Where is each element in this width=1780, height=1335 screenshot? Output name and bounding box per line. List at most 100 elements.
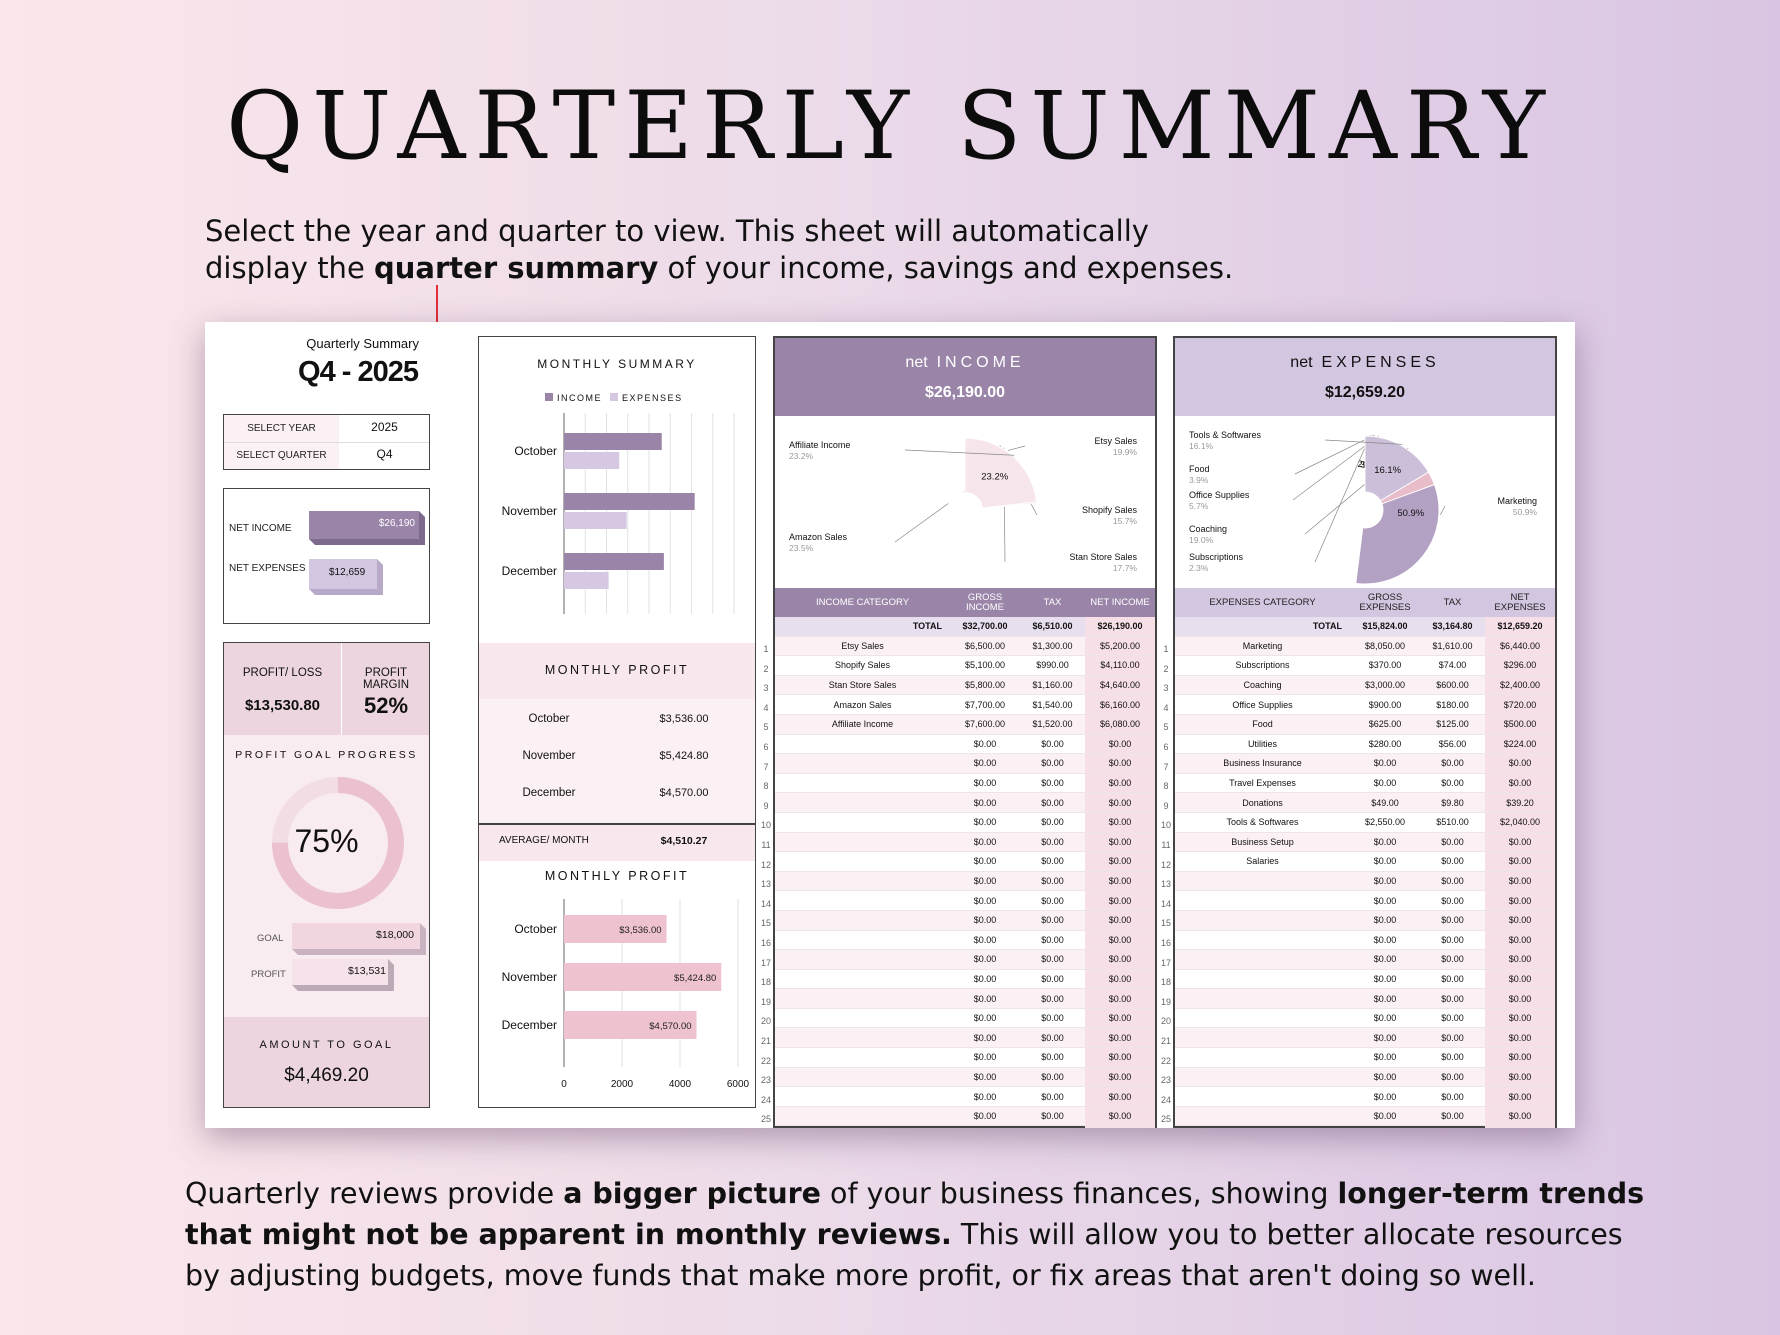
cell-tax[interactable]: $0.00 <box>1020 792 1085 813</box>
cell-net[interactable]: $2,040.00 <box>1485 812 1555 833</box>
cell-tax[interactable]: $0.00 <box>1020 773 1085 794</box>
cell-tax[interactable]: $0.00 <box>1020 949 1085 970</box>
cell-tax[interactable]: $0.00 <box>1020 1008 1085 1029</box>
cell-net[interactable]: $0.00 <box>1085 969 1155 990</box>
cell-net[interactable]: $0.00 <box>1485 871 1555 892</box>
cell-net[interactable]: $4,640.00 <box>1085 675 1155 696</box>
cell-net[interactable]: $0.00 <box>1485 1027 1555 1049</box>
cell-category[interactable] <box>775 1106 950 1127</box>
cell-gross[interactable]: $0.00 <box>950 969 1020 990</box>
cell-tax[interactable]: $0.00 <box>1420 1067 1485 1088</box>
cell-gross[interactable]: $3,000.00 <box>1350 675 1420 696</box>
cell-gross[interactable]: $0.00 <box>950 930 1020 951</box>
cell-tax[interactable]: $0.00 <box>1020 753 1085 774</box>
cell-category[interactable]: Amazon Sales <box>775 694 950 715</box>
cell-net[interactable]: $0.00 <box>1485 1067 1555 1088</box>
cell-category[interactable] <box>775 1008 950 1029</box>
cell-net[interactable]: $0.00 <box>1085 812 1155 833</box>
cell-gross[interactable]: $0.00 <box>950 832 1020 853</box>
cell-net[interactable]: $2,400.00 <box>1485 675 1555 696</box>
cell-tax[interactable]: $0.00 <box>1020 988 1085 1009</box>
cell-gross[interactable]: $0.00 <box>1350 753 1420 774</box>
cell-net[interactable]: $0.00 <box>1485 949 1555 970</box>
cell-category[interactable] <box>775 890 950 911</box>
cell-gross[interactable]: $2,550.00 <box>1350 812 1420 833</box>
cell-net[interactable]: $0.00 <box>1485 910 1555 931</box>
cell-gross[interactable]: $0.00 <box>1350 988 1420 1009</box>
cell-net[interactable]: $12,659.20 <box>1485 617 1555 637</box>
cell-tax[interactable]: $0.00 <box>1020 1106 1085 1127</box>
cell-gross[interactable]: $0.00 <box>950 1067 1020 1088</box>
cell-tax[interactable]: $0.00 <box>1420 1106 1485 1127</box>
cell-gross[interactable]: $0.00 <box>950 773 1020 794</box>
cell-tax[interactable]: $0.00 <box>1420 1027 1485 1049</box>
cell-net[interactable]: $0.00 <box>1085 1047 1155 1068</box>
cell-net[interactable]: $0.00 <box>1085 753 1155 774</box>
cell-tax[interactable]: $0.00 <box>1420 773 1485 794</box>
cell-gross[interactable]: $6,500.00 <box>950 636 1020 657</box>
cell-gross[interactable]: $0.00 <box>950 792 1020 813</box>
cell-net[interactable]: $0.00 <box>1485 753 1555 774</box>
cell-net[interactable]: $0.00 <box>1085 851 1155 872</box>
cell-net[interactable]: $6,160.00 <box>1085 694 1155 715</box>
cell-tax[interactable]: $0.00 <box>1020 930 1085 951</box>
cell-gross[interactable]: $0.00 <box>950 1027 1020 1049</box>
cell-gross[interactable]: $0.00 <box>1350 1067 1420 1088</box>
cell-gross[interactable]: $8,050.00 <box>1350 636 1420 657</box>
cell-net[interactable]: $0.00 <box>1085 1027 1155 1049</box>
cell-gross[interactable]: $0.00 <box>1350 773 1420 794</box>
cell-tax[interactable]: $0.00 <box>1020 812 1085 833</box>
cell-tax[interactable]: $0.00 <box>1420 1125 1485 1128</box>
select-year-dropdown[interactable]: 2025 <box>371 420 398 434</box>
cell-tax[interactable]: $0.00 <box>1020 871 1085 892</box>
cell-category[interactable] <box>775 930 950 951</box>
cell-gross[interactable]: $0.00 <box>950 1086 1020 1107</box>
cell-tax[interactable]: $0.00 <box>1420 949 1485 970</box>
cell-gross[interactable]: $15,824.00 <box>1350 617 1420 637</box>
cell-category[interactable]: Office Supplies <box>1175 694 1350 715</box>
cell-net[interactable]: $0.00 <box>1085 1086 1155 1107</box>
cell-category[interactable] <box>775 1086 950 1107</box>
cell-tax[interactable]: $0.00 <box>1020 1125 1085 1128</box>
cell-category[interactable] <box>1175 1008 1350 1029</box>
cell-category[interactable] <box>775 1027 950 1049</box>
cell-gross[interactable]: $0.00 <box>950 1125 1020 1128</box>
cell-category[interactable]: Donations <box>1175 792 1350 813</box>
cell-category[interactable] <box>1175 988 1350 1009</box>
cell-gross[interactable]: $0.00 <box>1350 832 1420 853</box>
cell-category[interactable] <box>1175 1106 1350 1127</box>
cell-category[interactable] <box>775 871 950 892</box>
cell-gross[interactable]: $0.00 <box>1350 1125 1420 1128</box>
cell-category[interactable] <box>775 988 950 1009</box>
cell-net[interactable]: $0.00 <box>1485 1106 1555 1127</box>
cell-tax[interactable]: $1,160.00 <box>1020 675 1085 696</box>
cell-tax[interactable]: $510.00 <box>1420 812 1485 833</box>
cell-gross[interactable]: $0.00 <box>1350 1008 1420 1029</box>
cell-category[interactable]: Affiliate Income <box>775 714 950 735</box>
cell-net[interactable]: $0.00 <box>1485 832 1555 853</box>
cell-net[interactable]: $720.00 <box>1485 694 1555 715</box>
cell-category[interactable]: Coaching <box>1175 675 1350 696</box>
cell-category[interactable]: Marketing <box>1175 636 1350 657</box>
cell-tax[interactable]: $0.00 <box>1020 832 1085 853</box>
cell-category[interactable]: Salaries <box>1175 851 1350 872</box>
cell-net[interactable]: $26,190.00 <box>1085 617 1155 637</box>
cell-net[interactable]: $0.00 <box>1485 969 1555 990</box>
cell-gross[interactable]: $625.00 <box>1350 714 1420 735</box>
cell-net[interactable]: $39.20 <box>1485 792 1555 813</box>
cell-tax[interactable]: $0.00 <box>1020 1067 1085 1088</box>
cell-gross[interactable]: $0.00 <box>950 753 1020 774</box>
cell-tax[interactable]: $0.00 <box>1420 1008 1485 1029</box>
cell-category[interactable] <box>1175 1047 1350 1068</box>
cell-category[interactable]: Travel Expenses <box>1175 773 1350 794</box>
cell-gross[interactable]: $0.00 <box>1350 871 1420 892</box>
cell-net[interactable]: $6,440.00 <box>1485 636 1555 657</box>
cell-gross[interactable]: $5,800.00 <box>950 675 1020 696</box>
cell-gross[interactable]: $280.00 <box>1350 734 1420 755</box>
cell-tax[interactable]: $0.00 <box>1020 910 1085 931</box>
cell-category[interactable] <box>1175 890 1350 911</box>
cell-gross[interactable]: $900.00 <box>1350 694 1420 715</box>
cell-net[interactable]: $0.00 <box>1085 1067 1155 1088</box>
cell-net[interactable]: $0.00 <box>1085 949 1155 970</box>
cell-category[interactable] <box>1175 1067 1350 1088</box>
